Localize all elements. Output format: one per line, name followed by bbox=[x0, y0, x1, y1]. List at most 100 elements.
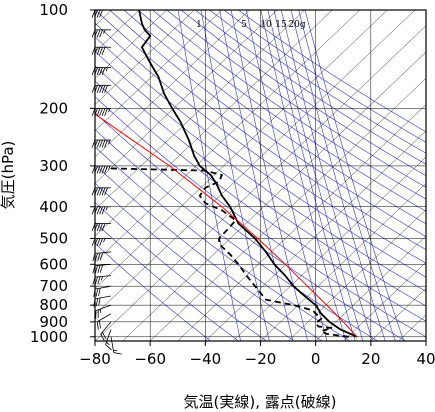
isotherm bbox=[95, 10, 416, 316]
wind-barb bbox=[91, 84, 111, 93]
x-tick-label: −40 bbox=[190, 350, 222, 368]
barb-flag bbox=[96, 165, 101, 174]
dry-adiabat bbox=[180, 10, 426, 177]
barb-flag bbox=[101, 223, 106, 232]
dry-adiabat bbox=[95, 202, 267, 341]
mixing-ratio-label: 15 bbox=[275, 20, 287, 30]
y-tick-label: 800 bbox=[39, 296, 68, 314]
barb-flag bbox=[101, 165, 106, 174]
barb-half bbox=[101, 276, 103, 281]
isotherm bbox=[95, 10, 167, 79]
mixing-ratio-line bbox=[219, 10, 294, 341]
y-axis-title: 気圧(hPa) bbox=[0, 141, 17, 210]
x-tick-label: 40 bbox=[416, 350, 435, 368]
isotherm bbox=[95, 10, 140, 53]
wind-barb bbox=[100, 321, 112, 342]
barb-flag bbox=[94, 276, 98, 285]
barb-flag bbox=[101, 85, 106, 93]
barb-flag bbox=[94, 253, 98, 261]
mixing-ratio-labels: 1 5 10 15 20g bbox=[196, 20, 306, 30]
barb-flag bbox=[96, 321, 99, 330]
y-tick-label: 900 bbox=[39, 313, 68, 331]
barb-flag bbox=[97, 265, 101, 274]
dry-adiabat bbox=[166, 10, 426, 188]
barb-shaft bbox=[95, 251, 112, 254]
y-tick-label: 600 bbox=[39, 255, 68, 273]
wind-barb bbox=[91, 187, 111, 196]
barb-flag bbox=[96, 223, 101, 232]
wind-barb bbox=[93, 285, 112, 297]
barb-flag bbox=[104, 85, 108, 93]
barb-flag bbox=[97, 252, 101, 261]
barb-flag bbox=[99, 67, 103, 76]
mixing-ratio-label: 10 bbox=[260, 20, 272, 30]
y-tick-label: 100 bbox=[39, 1, 68, 19]
y-tick-label: 400 bbox=[39, 198, 68, 216]
barb-flag bbox=[104, 187, 108, 196]
isotherm bbox=[95, 10, 223, 132]
y-tick-label: 500 bbox=[39, 229, 68, 247]
x-axis-title: 気温(実線), 露点(破線) bbox=[184, 393, 337, 411]
barb-flag bbox=[99, 47, 103, 55]
isotherm bbox=[95, 10, 250, 158]
dry-adiabat bbox=[95, 222, 240, 341]
mixing-ratio-line bbox=[298, 10, 396, 341]
barb-flag bbox=[101, 47, 106, 55]
isotherm bbox=[398, 314, 426, 341]
x-tick-label: −60 bbox=[134, 350, 166, 368]
barb-flag bbox=[97, 276, 101, 285]
barb-flag bbox=[99, 264, 103, 273]
dry-adiabat bbox=[223, 10, 426, 143]
wind-barb bbox=[91, 46, 111, 55]
x-tick-label: 20 bbox=[361, 350, 380, 368]
mixing-ratio-label: 5 bbox=[241, 20, 247, 30]
dry-adiabat bbox=[95, 80, 426, 322]
barb-flag bbox=[94, 265, 98, 274]
y-tick-label: 700 bbox=[39, 277, 68, 295]
barb-flag bbox=[96, 67, 101, 76]
barb-flag bbox=[100, 333, 105, 342]
barb-half bbox=[103, 238, 106, 243]
barb-flag bbox=[99, 9, 103, 18]
barb-shaft bbox=[100, 321, 112, 335]
isotherm bbox=[232, 156, 426, 341]
isotherm bbox=[95, 10, 278, 184]
wind-barb bbox=[92, 275, 112, 285]
mixing-ratio-line bbox=[304, 10, 405, 341]
mixing-ratio-line bbox=[290, 10, 386, 341]
barb-flag bbox=[104, 108, 108, 116]
mixing-ratio-line bbox=[177, 10, 241, 341]
barb-flag bbox=[99, 139, 103, 148]
barb-flag bbox=[98, 297, 101, 306]
barb-flag bbox=[101, 139, 106, 148]
barb-flag bbox=[96, 206, 101, 215]
dry-adiabat bbox=[95, 112, 407, 341]
barb-flag bbox=[101, 108, 106, 116]
dry-adiabat bbox=[138, 10, 426, 212]
barb-half bbox=[108, 165, 111, 170]
barb-flag bbox=[99, 206, 103, 215]
isotherm bbox=[150, 78, 426, 341]
wind-barb bbox=[105, 329, 112, 351]
wind-barbs bbox=[91, 9, 122, 355]
wind-barb bbox=[91, 139, 111, 148]
isotherm bbox=[95, 10, 388, 289]
dry-adiabat bbox=[123, 10, 426, 225]
isotherm bbox=[287, 209, 426, 341]
barb-flag bbox=[104, 165, 108, 174]
mixing-ratio-line bbox=[230, 10, 309, 341]
dry-adiabat bbox=[95, 242, 212, 341]
x-tick-label: −80 bbox=[79, 350, 111, 368]
barb-flag bbox=[96, 238, 101, 247]
barb-flag bbox=[99, 252, 103, 261]
parcel-line bbox=[95, 113, 358, 338]
barb-shaft bbox=[95, 304, 112, 311]
barb-flag bbox=[101, 67, 106, 76]
mixing-ratio-label: 20g bbox=[288, 20, 305, 30]
ticks: −80 −60 −40 −20 0 20 40 100 200 300 400 500 600 70080… bbox=[30, 1, 435, 368]
mixing-ratio-line bbox=[273, 10, 364, 341]
barb-shaft bbox=[96, 313, 112, 323]
barb-flag bbox=[113, 352, 122, 355]
y-tick-label: 300 bbox=[39, 157, 68, 175]
